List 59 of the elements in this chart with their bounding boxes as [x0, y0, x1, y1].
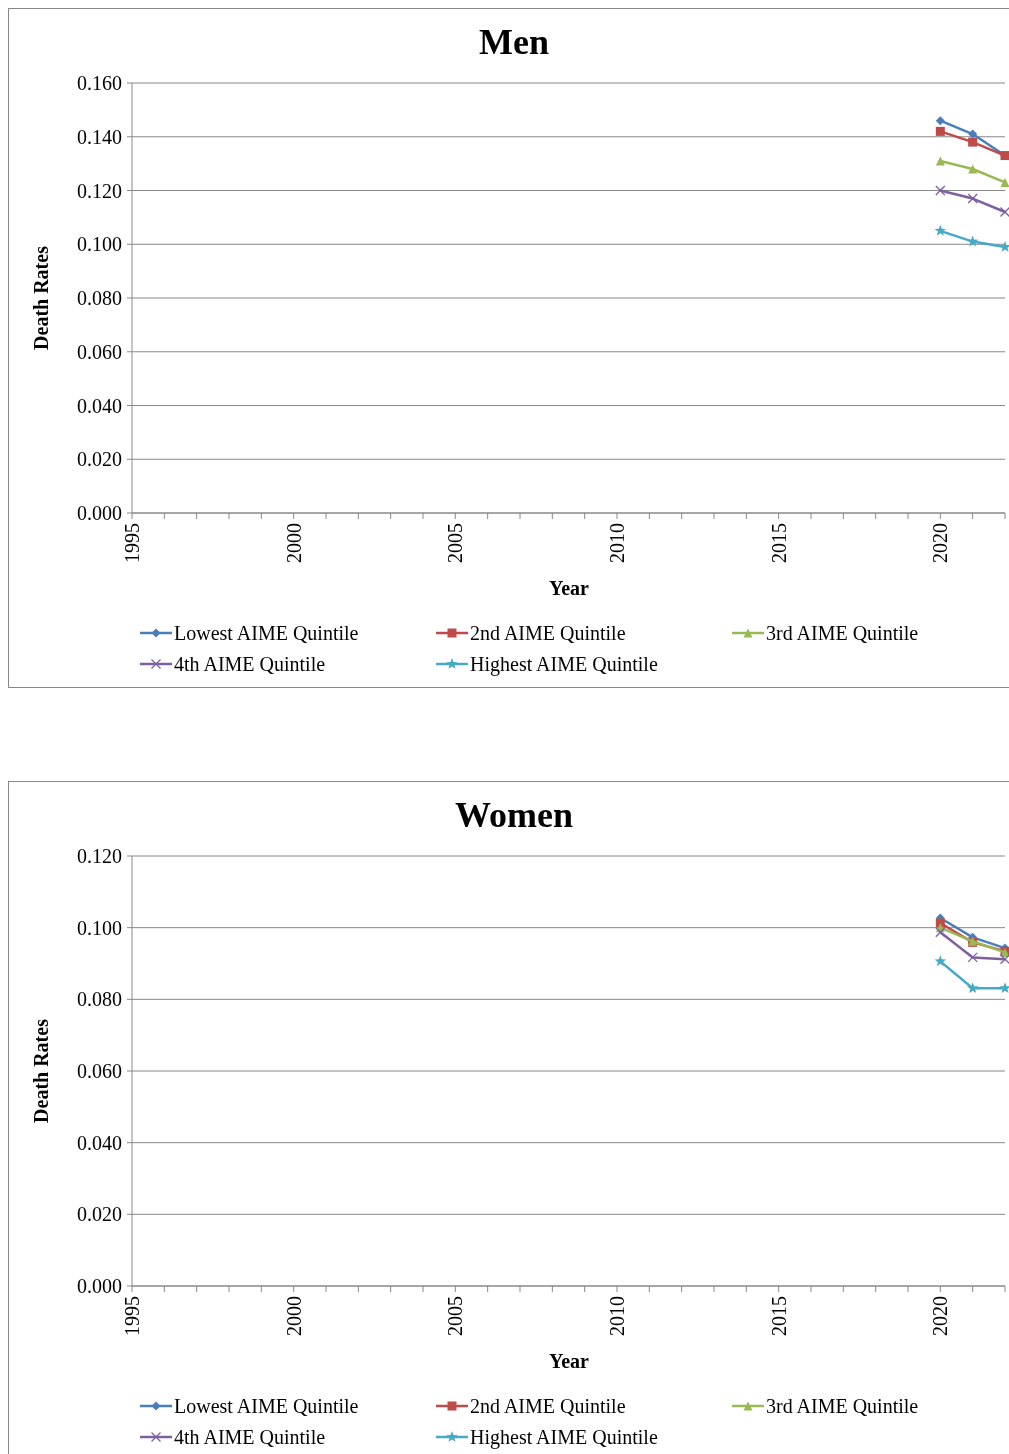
point — [966, 982, 979, 994]
point — [999, 954, 1009, 965]
point — [999, 206, 1009, 218]
y-tick-label: 0.060 — [77, 340, 122, 363]
point — [1000, 177, 1009, 187]
y-tick-label: 0.040 — [77, 394, 122, 417]
x-tick-label: 2015 — [767, 1296, 790, 1336]
legend-label: 4th AIME Quintile — [174, 1426, 326, 1448]
x-tick-label: 2005 — [444, 1296, 467, 1336]
y-tick-label: 0.140 — [77, 125, 122, 148]
point — [935, 185, 946, 196]
x-axis-title: Year — [549, 577, 590, 599]
x-tick-label: 2005 — [444, 523, 467, 563]
y-tick-label: 0.100 — [77, 233, 122, 256]
y-tick-label: 0.120 — [77, 845, 122, 867]
chart-title: Women — [454, 795, 574, 835]
point — [935, 116, 945, 126]
x-tick-label: 1995 — [121, 523, 143, 563]
x-axis-title: Year — [549, 1350, 590, 1372]
x-tick-label: 2000 — [282, 1296, 305, 1336]
y-axis-title: Death Rates — [30, 1018, 52, 1123]
legend-label: 3rd AIME Quintile — [766, 622, 919, 644]
legend-label: Lowest AIME Quintile — [174, 622, 359, 644]
x-tick-label: 2000 — [282, 523, 305, 563]
y-tick-label: 0.060 — [77, 1060, 122, 1082]
legend-label: 4th AIME Quintile — [174, 653, 326, 675]
x-tick-label: 2020 — [929, 523, 952, 563]
point — [968, 129, 978, 139]
y-tick-label: 0.000 — [77, 1275, 122, 1297]
x-tick-label: 2010 — [606, 1296, 628, 1336]
legend-label: 2nd AIME Quintile — [470, 1395, 626, 1417]
y-tick-label: 0.080 — [77, 988, 122, 1011]
point — [968, 164, 978, 174]
x-tick-label: 2020 — [929, 1296, 952, 1336]
y-tick-label: 0.100 — [77, 916, 122, 939]
point — [935, 927, 946, 938]
point — [935, 126, 945, 136]
point — [967, 193, 978, 204]
legend-label: Highest AIME Quintile — [470, 1426, 658, 1449]
x-tick-label: 2010 — [606, 523, 628, 563]
y-tick-label: 0.160 — [77, 72, 122, 94]
y-axis-title: Death Rates — [30, 245, 52, 350]
point — [967, 952, 978, 963]
chart-title: Men — [479, 22, 549, 62]
legend-label: 2nd AIME Quintile — [470, 622, 626, 644]
y-tick-label: 0.000 — [77, 502, 122, 524]
y-tick-label: 0.020 — [77, 1203, 122, 1226]
legend-label: 3rd AIME Quintile — [766, 1395, 919, 1417]
legend-label: Highest AIME Quintile — [470, 653, 658, 676]
y-tick-label: 0.040 — [77, 1131, 122, 1154]
point — [934, 224, 947, 236]
x-tick-label: 2015 — [767, 523, 790, 563]
point — [934, 955, 947, 967]
point — [968, 137, 978, 147]
y-tick-label: 0.080 — [77, 287, 122, 309]
legend-label: Lowest AIME Quintile — [174, 1395, 359, 1417]
y-tick-label: 0.120 — [77, 179, 122, 202]
x-tick-label: 1995 — [121, 1296, 143, 1336]
y-tick-label: 0.020 — [77, 448, 122, 471]
